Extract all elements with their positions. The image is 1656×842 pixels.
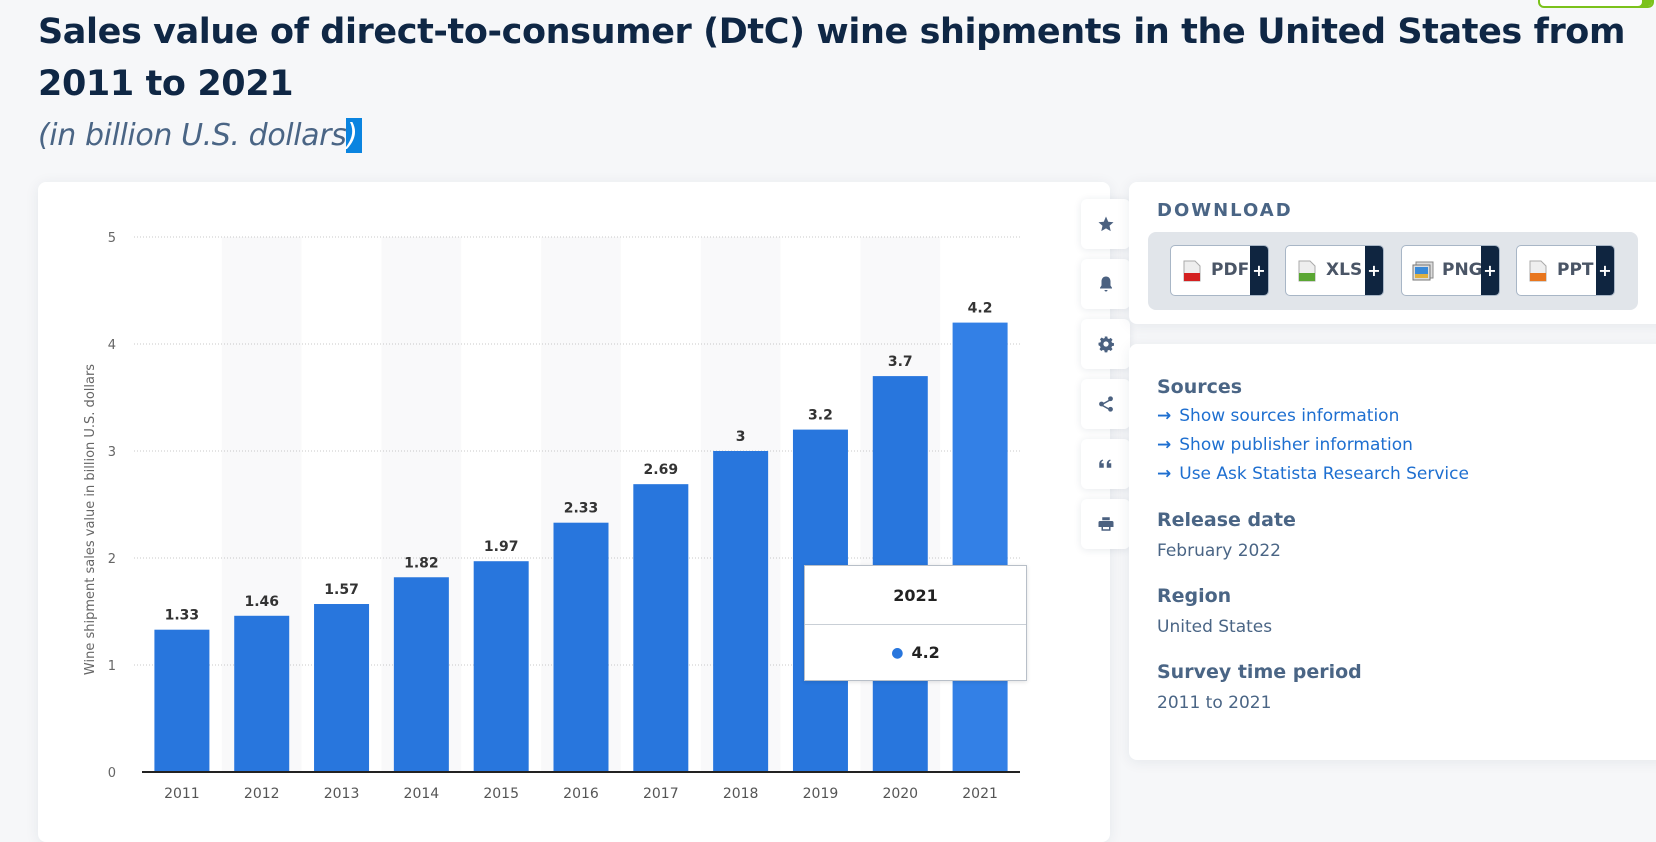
- page-title: Sales value of direct-to-consumer (DtC) …: [38, 12, 1626, 104]
- bar[interactable]: [314, 604, 370, 772]
- x-tick-label: 2019: [803, 786, 839, 802]
- x-tick-label: 2018: [723, 786, 759, 802]
- show-sources-link[interactable]: → Show sources information: [1157, 406, 1399, 426]
- bar-value-label: 1.33: [165, 608, 200, 624]
- download-ppt-plus[interactable]: +: [1596, 246, 1614, 295]
- bar[interactable]: [952, 322, 1008, 772]
- notification-button[interactable]: [1081, 259, 1130, 309]
- bar-value-label: 1.46: [244, 594, 279, 610]
- download-pdf-button[interactable]: PDF +: [1170, 245, 1269, 296]
- download-pdf-label: PDF: [1211, 260, 1250, 280]
- bar[interactable]: [234, 615, 290, 772]
- bar-value-label: 3.7: [888, 354, 913, 370]
- release-date-value: February 2022: [1157, 541, 1281, 561]
- bar[interactable]: [713, 451, 769, 772]
- ppt-file-icon: [1529, 260, 1547, 282]
- download-png-button[interactable]: PNG +: [1401, 245, 1500, 296]
- xls-file-icon: [1298, 260, 1316, 282]
- statistic-info-card: Sources → Show sources information → Show …: [1129, 344, 1656, 760]
- series-dot-icon: ●: [891, 644, 904, 661]
- region-heading: Region: [1157, 585, 1232, 607]
- x-tick-label: 2020: [882, 786, 918, 802]
- x-tick-label: 2014: [404, 786, 440, 802]
- settings-button[interactable]: [1081, 319, 1130, 369]
- y-tick-label: 3: [108, 445, 116, 460]
- bar-value-label: 3: [736, 429, 746, 445]
- y-tick-label: 2: [108, 552, 116, 567]
- tooltip-value: 4.2: [911, 643, 940, 662]
- bar-value-label: 2.33: [564, 501, 599, 517]
- x-tick-label: 2016: [563, 786, 599, 802]
- download-ppt-button[interactable]: PPT +: [1516, 245, 1615, 296]
- chart-tooltip: 2021 ● 4.2: [804, 565, 1027, 681]
- download-xls-label: XLS: [1326, 260, 1363, 280]
- download-tray: PDF + XLS + PNG + PPT +: [1148, 232, 1638, 310]
- download-png-label: PNG: [1442, 260, 1483, 280]
- x-tick-label: 2021: [962, 786, 998, 802]
- download-title: DOWNLOAD: [1157, 200, 1293, 221]
- tooltip-value-row: ● 4.2: [805, 625, 1026, 680]
- y-axis-title: Wine shipment sales value in billion U.S…: [83, 364, 98, 675]
- ask-statista-link[interactable]: → Use Ask Statista Research Service: [1157, 464, 1469, 484]
- x-tick-label: 2013: [324, 786, 360, 802]
- show-publisher-link[interactable]: → Show publisher information: [1157, 435, 1413, 455]
- download-xls-plus[interactable]: +: [1365, 246, 1383, 295]
- download-pdf-plus[interactable]: +: [1250, 246, 1268, 295]
- ask-statista-label: Use Ask Statista Research Service: [1179, 464, 1469, 484]
- pdf-file-icon: [1183, 260, 1201, 282]
- x-tick-label: 2015: [483, 786, 519, 802]
- region-value: United States: [1157, 617, 1273, 637]
- x-tick-label: 2011: [164, 786, 200, 802]
- tooltip-category: 2021: [805, 566, 1026, 625]
- x-tick-label: 2012: [244, 786, 280, 802]
- chart-card: 0 1 2 3 4 5 Wine shipment sales value in billi…: [38, 182, 1130, 842]
- show-sources-label: Show sources information: [1179, 406, 1400, 426]
- quote-icon: [1098, 459, 1111, 468]
- x-tick-label: 2017: [643, 786, 679, 802]
- bar-value-label: 3.2: [808, 408, 833, 424]
- y-tick-label: 5: [108, 231, 116, 246]
- download-xls-button[interactable]: XLS +: [1285, 245, 1384, 296]
- y-tick-label: 4: [108, 338, 116, 353]
- bar-value-label: 1.82: [404, 555, 439, 571]
- page-subtitle: (in billion U.S. dollars): [38, 114, 362, 158]
- bell-icon: [1099, 276, 1112, 292]
- bar-value-label: 2.69: [644, 462, 679, 478]
- survey-period-value: 2011 to 2021: [1157, 693, 1272, 713]
- sources-heading: Sources: [1157, 376, 1243, 398]
- share-icon: [1098, 396, 1113, 412]
- download-card: DOWNLOAD PDF + XLS + PNG + PPT +: [1129, 182, 1656, 324]
- png-image-icon: [1412, 261, 1434, 281]
- y-tick-label: 0: [108, 766, 116, 781]
- y-tick-label: 1: [108, 659, 116, 674]
- bar-chart: 0 1 2 3 4 5 Wine shipment sales value in billi…: [83, 231, 1020, 802]
- arrow-right-icon: →: [1157, 406, 1172, 426]
- favorite-button[interactable]: [1081, 199, 1130, 249]
- bar-value-label: 4.2: [968, 301, 993, 317]
- subtitle-selection: ): [346, 118, 362, 153]
- top-action-button[interactable]: [1538, 0, 1654, 8]
- bar[interactable]: [473, 561, 529, 772]
- print-button[interactable]: [1081, 499, 1130, 549]
- bar-value-label: 1.97: [484, 539, 519, 555]
- survey-period-heading: Survey time period: [1157, 661, 1362, 683]
- gear-icon: [1098, 336, 1114, 353]
- release-date-heading: Release date: [1157, 509, 1296, 531]
- bar-value-label: 1.57: [324, 582, 359, 598]
- cite-button[interactable]: [1081, 439, 1130, 489]
- show-publisher-label: Show publisher information: [1179, 435, 1413, 455]
- arrow-right-icon: →: [1157, 464, 1172, 484]
- printer-icon: [1098, 517, 1113, 531]
- star-icon: [1098, 216, 1113, 232]
- bar[interactable]: [393, 577, 449, 772]
- bar[interactable]: [633, 484, 689, 772]
- arrow-right-icon: →: [1157, 435, 1172, 455]
- share-button[interactable]: [1081, 379, 1130, 429]
- subtitle-text: (in billion U.S. dollars: [38, 118, 347, 153]
- bar[interactable]: [154, 629, 210, 772]
- download-ppt-label: PPT: [1557, 260, 1594, 280]
- bar[interactable]: [553, 522, 609, 772]
- download-png-plus[interactable]: +: [1481, 246, 1499, 295]
